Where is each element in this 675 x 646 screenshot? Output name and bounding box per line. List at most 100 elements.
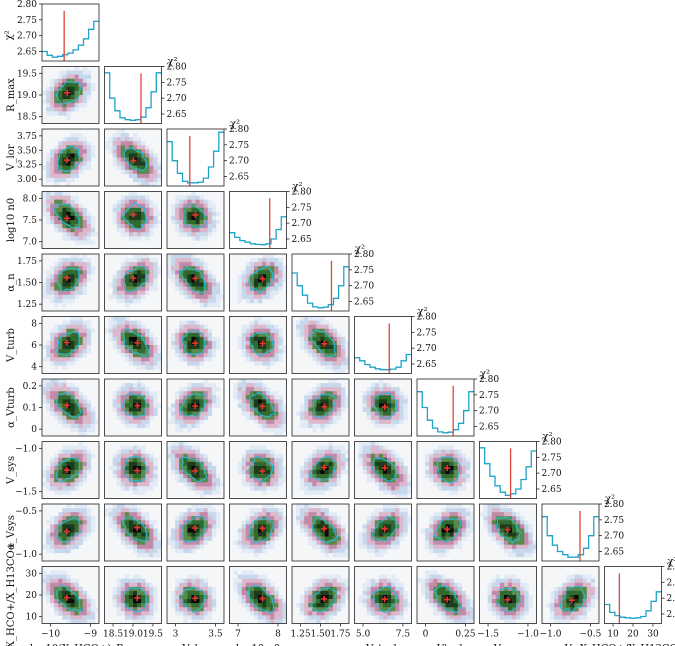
density-cell: [274, 278, 279, 283]
density-cell: [274, 532, 279, 537]
density-cell: [78, 615, 84, 620]
density-cell: [171, 590, 176, 596]
panel-frame: [479, 441, 537, 499]
density-cell: [199, 395, 204, 400]
density-cell: [70, 320, 75, 325]
density-cell: [141, 270, 146, 275]
density-cell: [278, 427, 283, 433]
density-cell: [245, 294, 251, 300]
density-cell: [90, 528, 96, 533]
density-cell: [207, 520, 213, 525]
density-cell: [407, 486, 412, 491]
density-cell: [187, 357, 192, 362]
density-cell: [171, 207, 176, 213]
density-cell: [237, 403, 243, 408]
density-cell: [211, 528, 217, 533]
density-cell: [328, 470, 334, 475]
density-cell: [66, 328, 71, 334]
density-cell: [145, 415, 150, 421]
density-cell: [270, 353, 275, 358]
density-cell: [211, 278, 217, 283]
confidence-contour: [249, 332, 275, 357]
density-cell: [124, 286, 130, 291]
density-cell: [82, 528, 88, 533]
density-cell: [258, 590, 263, 596]
density-cell: [245, 595, 251, 600]
density-cell: [253, 474, 259, 479]
density-cell: [461, 486, 467, 491]
density-cell: [266, 274, 271, 279]
density-cell: [249, 540, 255, 546]
density-cell: [437, 449, 442, 455]
density-cell: [374, 399, 380, 404]
density-cell: [116, 149, 122, 154]
density-cell: [270, 328, 275, 334]
chi2-tick-label: 2.65: [542, 485, 562, 495]
density-cell: [245, 607, 251, 612]
density-cell: [179, 512, 184, 517]
density-cell: [453, 540, 459, 546]
density-cell: [187, 349, 192, 354]
density-cell: [137, 615, 142, 620]
density-cell: [199, 470, 204, 475]
density-cell: [324, 357, 329, 362]
best-fit-marker: [259, 468, 266, 475]
density-cell: [145, 482, 150, 487]
density-cell: [253, 290, 259, 296]
density-cell: [336, 353, 342, 358]
density-cell: [433, 528, 438, 533]
density-cell: [300, 316, 305, 321]
density-cell: [70, 419, 75, 425]
density-cell: [233, 387, 238, 392]
density-cell: [137, 590, 142, 596]
density-cell: [241, 599, 247, 604]
density-cell: [237, 586, 243, 592]
density-cell: [54, 520, 59, 525]
density-cell: [124, 407, 130, 412]
density-cell: [54, 607, 59, 612]
density-cell: [258, 528, 263, 533]
density-cell: [316, 607, 321, 612]
density-cell: [50, 544, 55, 550]
density-cell: [320, 582, 325, 588]
density-cell: [183, 453, 188, 459]
density-cell: [78, 207, 84, 213]
density-cell: [82, 340, 88, 346]
density-cell: [145, 611, 150, 616]
density-cell: [175, 207, 180, 213]
density-cell: [70, 524, 75, 529]
density-cell: [124, 578, 130, 584]
density-cell: [145, 332, 150, 338]
density-cell: [86, 86, 92, 92]
density-cell: [520, 548, 525, 554]
density-cell: [175, 457, 180, 463]
density-cell: [528, 552, 533, 558]
density-cell: [74, 165, 79, 171]
density-cell: [449, 512, 454, 517]
density-cell: [262, 415, 267, 421]
density-cell: [262, 391, 267, 396]
density-cell: [167, 540, 172, 546]
density-cell: [175, 474, 180, 479]
density-cell: [374, 536, 380, 541]
density-cell: [78, 290, 84, 296]
density-cell: [270, 474, 275, 479]
density-cell: [296, 512, 301, 517]
density-cell: [128, 615, 134, 620]
density-cell: [167, 457, 172, 463]
density-cell: [133, 254, 138, 259]
density-cell: [262, 270, 267, 275]
density-cell: [203, 453, 209, 459]
density-cell: [258, 544, 263, 550]
density-cell: [191, 391, 196, 396]
density-cell: [141, 387, 146, 392]
density-cell: [499, 536, 505, 541]
density-cell: [445, 474, 450, 479]
density-cell: [175, 228, 180, 233]
density-cell: [207, 286, 213, 291]
density-cell: [391, 504, 396, 509]
density-cell: [116, 607, 122, 612]
density-cell: [50, 478, 55, 483]
density-cell: [199, 615, 204, 620]
density-cell: [195, 258, 200, 263]
